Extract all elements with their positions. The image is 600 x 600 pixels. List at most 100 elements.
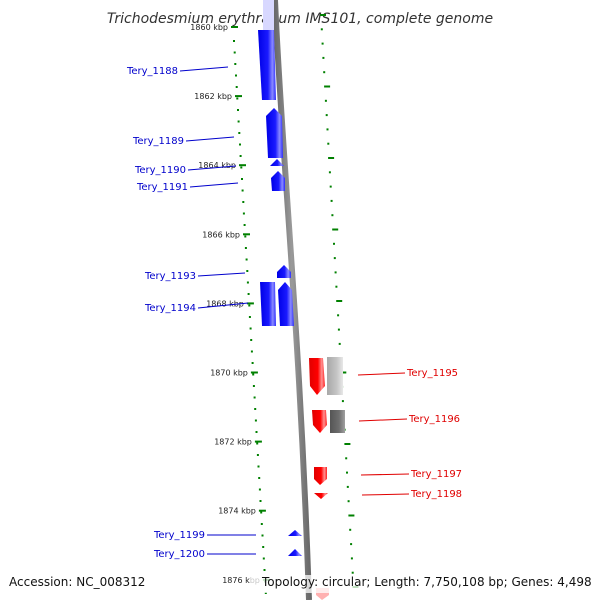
- ruler-dot: [242, 212, 245, 215]
- ruler-dot: [235, 74, 237, 77]
- topology-text: Topology: circular; Length: 7,750,108 bp…: [261, 575, 592, 589]
- ruler-dot: [234, 63, 237, 65]
- gene-shape-tery-1200[interactable]: [288, 549, 302, 556]
- ruler-tick-mark: [250, 371, 258, 374]
- ruler-dot: [248, 316, 251, 318]
- ruler-dot: [341, 400, 344, 403]
- ruler-dot: [322, 56, 325, 59]
- gene-label-tery-1190[interactable]: Tery_1190: [134, 165, 186, 176]
- ruler-dot: [329, 185, 332, 188]
- ruler-dot: [334, 271, 337, 274]
- ruler-dot: [350, 557, 353, 560]
- gene-label-tery-1191[interactable]: Tery_1191: [136, 182, 188, 193]
- ruler-dot: [336, 300, 343, 302]
- ruler-dot: [242, 201, 245, 203]
- gene-shape-tery-1199[interactable]: [288, 530, 302, 536]
- ruler-dot: [249, 327, 252, 330]
- ruler-dot: [332, 228, 339, 231]
- ruler-dot: [337, 314, 340, 317]
- ruler-dot: [328, 171, 331, 174]
- ruler-dot: [255, 431, 258, 433]
- ruler-dot: [337, 328, 340, 331]
- ruler-dot: [346, 471, 348, 474]
- gene-label-tery-1189[interactable]: Tery_1189: [132, 136, 184, 147]
- ruler-dot: [320, 28, 323, 31]
- ruler-dot: [338, 342, 341, 345]
- ruler-dot: [253, 396, 256, 399]
- ruler-dot: [324, 85, 331, 88]
- gene-shape-tery-1191[interactable]: [271, 171, 285, 191]
- gene-label-connector: [179, 66, 229, 72]
- ruler-dot: [252, 385, 255, 387]
- ruler-tick-mark: [254, 440, 262, 443]
- gene-shape-tery-1190[interactable]: [270, 159, 284, 166]
- gene-label-connector: [185, 136, 235, 142]
- gene-label-tery-1199[interactable]: Tery_1199: [153, 530, 205, 541]
- ruler-dot: [254, 419, 257, 422]
- gene-label-tery-1188[interactable]: Tery_1188: [126, 66, 178, 77]
- gene-label-connector: [187, 165, 237, 171]
- ruler-ticks: 1860 kbp 1862 kbp 1864 kbp 1866 kbp 1868 kbp…: [190, 23, 270, 585]
- gene-shape-tery-1193[interactable]: [277, 265, 291, 278]
- ruler-dot: [340, 371, 347, 374]
- ruler-dot: [241, 189, 244, 192]
- map-title: Trichodesmium erythraeum IMS101, complet…: [107, 11, 493, 27]
- ruler-dot: [244, 247, 247, 249]
- ruler-tick-mark: [231, 26, 238, 28]
- ruler-dot: [260, 511, 263, 514]
- ruler-dot: [258, 488, 261, 491]
- ruler-dot: [248, 304, 251, 307]
- ruler-tick-mark: [239, 164, 246, 167]
- gene-label-tery-1193[interactable]: Tery_1193: [144, 271, 196, 282]
- gene-label-connector: [197, 302, 249, 309]
- ruler-tick-mark: [246, 302, 254, 305]
- ruler-dot: [328, 157, 335, 159]
- ruler-dot: [330, 199, 333, 202]
- gene-label-tery-1196[interactable]: Tery_1196: [408, 414, 460, 425]
- ruler-dot: [250, 339, 253, 341]
- genome-backbone-top-band: [263, 0, 274, 32]
- gene-label-tery-1198[interactable]: Tery_1198: [410, 489, 462, 500]
- ruler-dot: [243, 224, 246, 226]
- ruler-dot: [321, 42, 324, 45]
- ruler-dot: [262, 546, 265, 548]
- ruler-dot: [251, 362, 254, 364]
- gene-label-tery-1194[interactable]: Tery_1194: [144, 303, 196, 314]
- ruler-dot: [259, 500, 262, 502]
- ruler-dot: [240, 166, 243, 169]
- ruler-dot: [323, 71, 326, 74]
- ruler-dot: [257, 465, 260, 468]
- ruler-dot: [238, 132, 241, 134]
- ruler-tick-label: 1860 kbp: [190, 23, 228, 32]
- gene-shape-tery-1194[interactable]: [260, 282, 294, 326]
- gene-shape-tery-1197[interactable]: [314, 467, 327, 485]
- gene-label-connector: [361, 493, 410, 496]
- ruler-dot: [254, 408, 257, 410]
- gene-label-tery-1195[interactable]: Tery_1195: [406, 368, 458, 379]
- gene-label-tery-1200[interactable]: Tery_1200: [153, 549, 205, 560]
- ruler-dot: [345, 457, 348, 460]
- gene-shape-tery-1189[interactable]: [266, 108, 283, 158]
- ruler-tick-label: 1874 kbp: [218, 507, 256, 516]
- ruler-dot: [261, 534, 264, 537]
- gene-shape-tery-1188[interactable]: [258, 30, 276, 100]
- ruler-dot: [256, 454, 259, 456]
- ruler-dot: [250, 350, 253, 353]
- ruler-dot: [325, 114, 328, 117]
- gene-label-tery-1197[interactable]: Tery_1197: [410, 469, 462, 480]
- gene-shape-tery-1196[interactable]: [312, 410, 345, 433]
- ruler-dot: [347, 500, 350, 503]
- ruler-dot: [235, 86, 238, 88]
- ruler-dot: [239, 143, 241, 146]
- gene-shape-tery-1195[interactable]: [309, 357, 343, 395]
- ruler-tick-label: 1872 kbp: [214, 438, 252, 447]
- ruler-dot: [326, 128, 329, 131]
- ruler-dot: [239, 155, 242, 157]
- gene-label-connector: [358, 418, 408, 422]
- ruler-dots-right: [320, 14, 359, 588]
- ruler-dot: [348, 514, 355, 517]
- gene-shape-tery-1198[interactable]: [314, 493, 328, 499]
- ruler-dot: [320, 14, 326, 16]
- ruler-dot: [263, 569, 266, 571]
- genome-backbone: [272, 0, 312, 600]
